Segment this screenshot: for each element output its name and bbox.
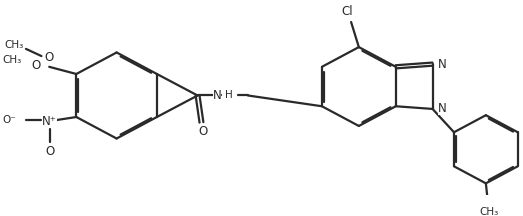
Text: N⁺: N⁺ xyxy=(42,115,56,128)
Text: O⁻: O⁻ xyxy=(3,115,16,125)
Text: CH₃: CH₃ xyxy=(5,40,24,50)
Text: N: N xyxy=(438,58,447,71)
Text: O: O xyxy=(44,51,54,64)
Text: N: N xyxy=(212,89,221,102)
Text: N: N xyxy=(438,102,447,115)
Text: O: O xyxy=(46,145,55,157)
Text: CH₃: CH₃ xyxy=(3,55,22,65)
Text: Cl: Cl xyxy=(342,5,353,18)
Text: CH₃: CH₃ xyxy=(479,207,498,216)
Text: O: O xyxy=(199,125,208,138)
Text: H: H xyxy=(225,91,232,100)
Text: O: O xyxy=(31,59,40,71)
